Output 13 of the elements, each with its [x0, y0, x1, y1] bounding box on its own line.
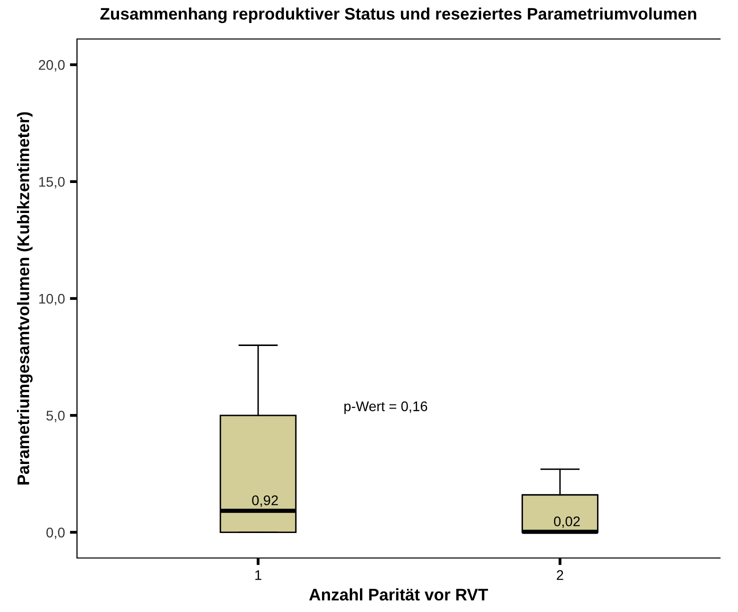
x-tick-label: 2	[556, 570, 564, 580]
chart-title: Zusammenhang reproduktiver Status und reseziertes Parametriumvolumen	[100, 7, 696, 24]
y-tick-label: 10,0	[39, 294, 65, 306]
annotation: 0,92	[252, 495, 278, 507]
x-axis-title: Anzahl Parität vor RVT	[309, 588, 488, 601]
y-tick-label: 15,0	[39, 176, 65, 188]
y-axis-title: Parametriumgesamtvolumen (Kubikzentimeter)	[17, 112, 33, 484]
annotation: p-Wert = 0,16	[344, 401, 428, 414]
y-tick-label: 0,0	[46, 528, 65, 540]
y-tick-label: 20,0	[38, 60, 65, 72]
y-tick-label: 5,0	[46, 410, 65, 422]
annotation: 0,02	[554, 516, 580, 528]
x-tick-label: 1	[255, 570, 262, 580]
